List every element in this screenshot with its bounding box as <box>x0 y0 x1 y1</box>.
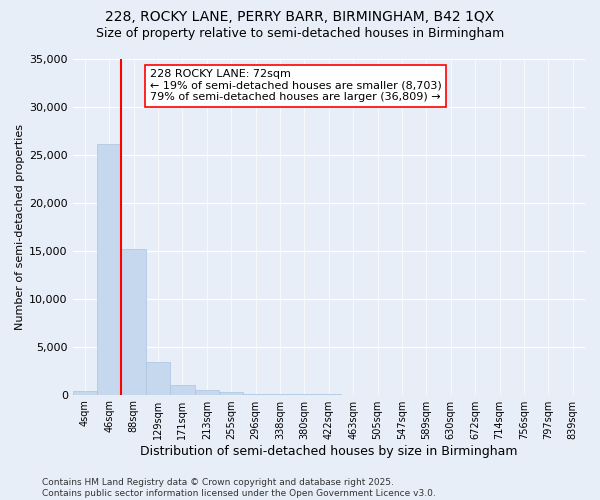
Text: 228, ROCKY LANE, PERRY BARR, BIRMINGHAM, B42 1QX: 228, ROCKY LANE, PERRY BARR, BIRMINGHAM,… <box>106 10 494 24</box>
Y-axis label: Number of semi-detached properties: Number of semi-detached properties <box>15 124 25 330</box>
Text: Contains HM Land Registry data © Crown copyright and database right 2025.
Contai: Contains HM Land Registry data © Crown c… <box>42 478 436 498</box>
Bar <box>97 144 121 394</box>
Bar <box>194 390 219 394</box>
Text: 228 ROCKY LANE: 72sqm
← 19% of semi-detached houses are smaller (8,703)
79% of s: 228 ROCKY LANE: 72sqm ← 19% of semi-deta… <box>149 69 441 102</box>
Bar <box>170 384 194 394</box>
Bar <box>121 249 146 394</box>
Bar <box>73 391 97 394</box>
X-axis label: Distribution of semi-detached houses by size in Birmingham: Distribution of semi-detached houses by … <box>140 444 518 458</box>
Bar <box>146 362 170 394</box>
Text: Size of property relative to semi-detached houses in Birmingham: Size of property relative to semi-detach… <box>96 28 504 40</box>
Bar <box>219 392 244 394</box>
